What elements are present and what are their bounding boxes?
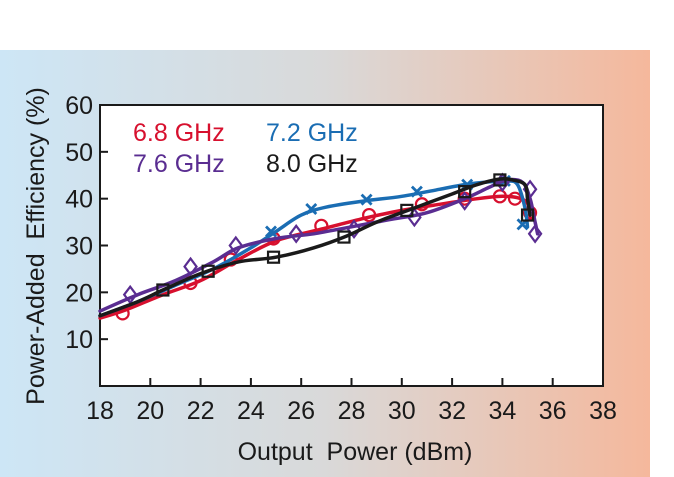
legend-entry-7-6-ghz: 7.6 GHz bbox=[133, 150, 225, 178]
data-point-7-6-ghz bbox=[228, 235, 244, 256]
x-tick-label: 38 bbox=[589, 397, 617, 425]
data-point-7-2-ghz bbox=[360, 193, 373, 206]
data-point-7-6-ghz bbox=[457, 191, 473, 211]
x-tick-label: 26 bbox=[287, 397, 315, 425]
x-tick-label: 18 bbox=[86, 397, 114, 425]
data-point-8-0-ghz bbox=[337, 230, 351, 244]
legend-entry-8-0-ghz: 8.0 GHz bbox=[266, 150, 358, 178]
data-point-8-0-ghz bbox=[201, 264, 215, 278]
data-point-8-0-ghz bbox=[156, 283, 170, 297]
plot-area bbox=[99, 104, 604, 387]
data-point-7-6-ghz bbox=[346, 219, 362, 239]
y-tick-label: 30 bbox=[65, 233, 93, 261]
x-tick-label: 20 bbox=[136, 397, 164, 425]
x-tick-label: 36 bbox=[539, 397, 567, 425]
x-axis: 18 20 22 24 26 28 30 32 34 36 38 bbox=[86, 378, 617, 425]
series-8-0-ghz bbox=[98, 173, 535, 318]
data-point-6-8-ghz bbox=[362, 207, 377, 223]
data-point-8-0-ghz bbox=[520, 208, 535, 222]
y-axis-label: Power-Added Efficiency (%) bbox=[22, 87, 50, 405]
y-axis: 10 20 30 40 50 60 bbox=[65, 92, 108, 354]
data-point-8-0-ghz bbox=[458, 185, 472, 199]
data-point-7-6-ghz bbox=[407, 207, 422, 228]
data-point-7-6-ghz bbox=[527, 223, 543, 244]
x-tick-label: 24 bbox=[237, 397, 265, 425]
y-tick-label: 50 bbox=[65, 139, 93, 167]
data-point-7-6-ghz bbox=[122, 284, 138, 305]
y-tick-label: 10 bbox=[65, 326, 93, 354]
data-point-6-8-ghz bbox=[223, 252, 238, 267]
x-axis-label: Output Power (dBm) bbox=[238, 438, 473, 466]
y-tick-label: 40 bbox=[65, 186, 93, 214]
y-tick-label: 20 bbox=[65, 279, 93, 307]
data-point-7-2-ghz bbox=[305, 202, 318, 215]
data-point-7-2-ghz bbox=[410, 185, 423, 198]
data-point-8-0-ghz bbox=[400, 203, 414, 217]
x-tick-label: 34 bbox=[488, 397, 516, 425]
data-point-8-0-ghz bbox=[493, 173, 507, 187]
series-line-8-0-ghz bbox=[98, 176, 532, 318]
y-tick-label: 60 bbox=[65, 92, 93, 120]
data-point-7-6-ghz bbox=[183, 256, 198, 277]
series-layer bbox=[98, 172, 543, 321]
data-point-7-2-ghz bbox=[265, 225, 278, 238]
legend-entry-6-8-ghz: 6.8 GHz bbox=[133, 119, 225, 147]
x-tick-label: 28 bbox=[338, 397, 366, 425]
data-point-8-0-ghz bbox=[266, 250, 281, 264]
data-point-6-8-ghz bbox=[492, 189, 507, 204]
legend: 6.8 GHz 7.2 GHz 7.6 GHz 8.0 GHz bbox=[133, 119, 358, 178]
x-tick-label: 32 bbox=[438, 397, 466, 425]
data-point-7-6-ghz bbox=[288, 223, 304, 244]
x-tick-label: 22 bbox=[187, 397, 215, 425]
x-tick-label: 30 bbox=[388, 397, 416, 425]
legend-entry-7-2-ghz: 7.2 GHz bbox=[266, 119, 358, 147]
